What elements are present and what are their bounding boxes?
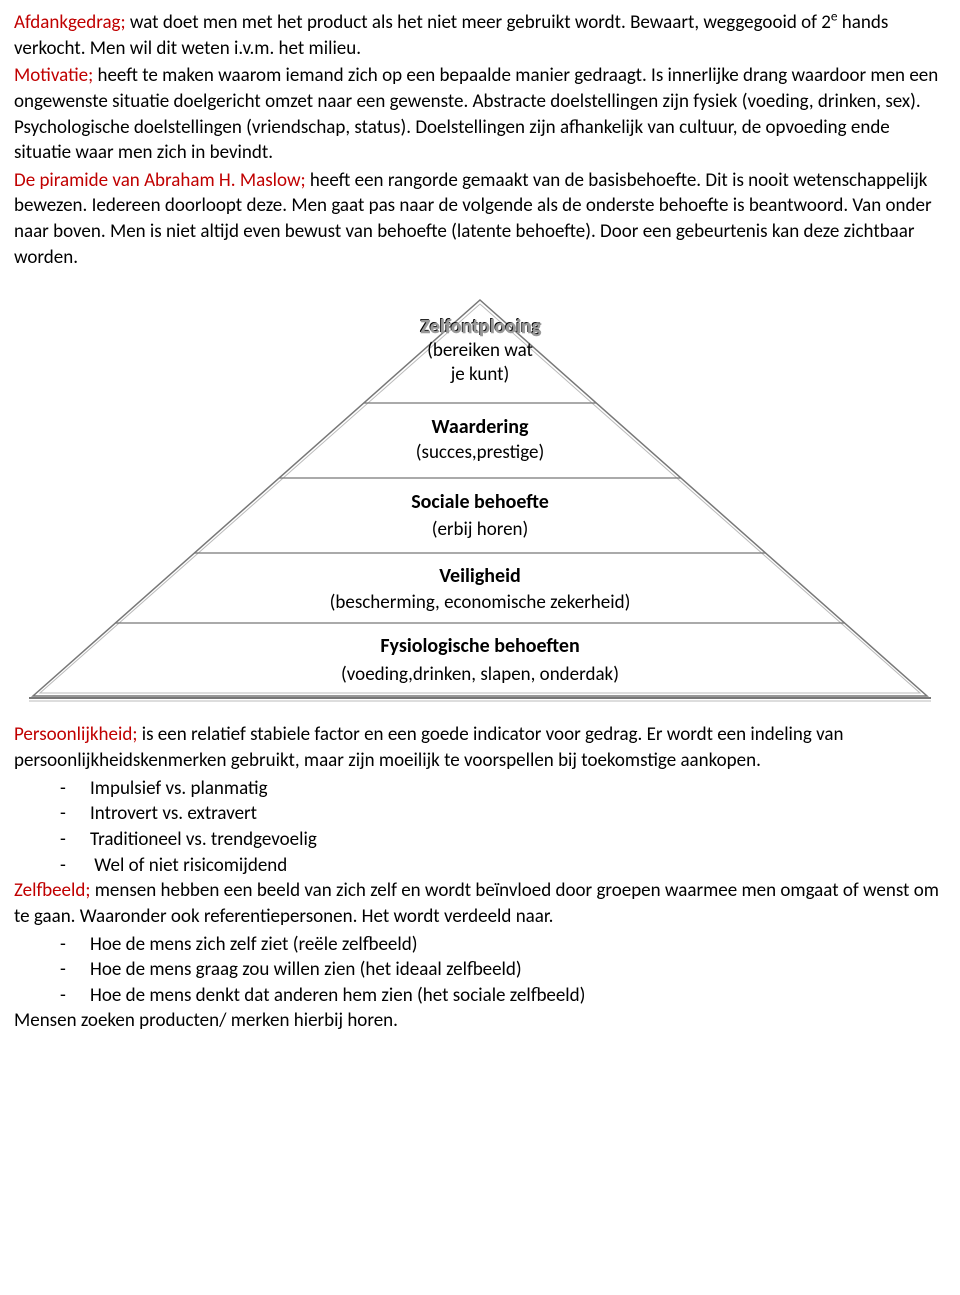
zelfbeeld-list: Hoe de mens zich zelf ziet (reële zelfbe… [60, 932, 946, 1009]
pyramid-l3-sub1: (erbij horen) [432, 518, 529, 541]
list-item: Hoe de mens denkt dat anderen hem zien (… [60, 983, 946, 1009]
paragraph-zelfbeeld: Zelfbeeld; mensen hebben een beeld van z… [14, 878, 946, 929]
pyramid-svg: Zelfontplooing Zelfontplooing (bereiken … [25, 288, 935, 708]
list-item: Hoe de mens graag zou willen zien (het i… [60, 957, 946, 983]
text: wat doet men met het product als het nie… [126, 11, 831, 34]
list-item: Hoe de mens zich zelf ziet (reële zelfbe… [60, 932, 946, 958]
pyramid-l1-sub1: (bereiken wat [427, 339, 533, 362]
pyramid-l2-sub1: (succes,prestige) [416, 441, 544, 464]
keyword-motivatie: Motivatie; [14, 64, 93, 87]
paragraph-afdankgedrag: Afdankgedrag; wat doet men met het produ… [14, 10, 946, 61]
pyramid-l4-sub1: (bescherming, economische zekerheid) [330, 591, 631, 614]
pyramid-l1-title-shadow: Zelfontplooing [421, 315, 542, 339]
list-item: Wel of niet risicomijdend [60, 853, 946, 879]
keyword-zelfbeeld: Zelfbeeld; [14, 879, 90, 902]
list-item: Introvert vs. extravert [60, 801, 946, 827]
text: is een relatief stabiele factor en een g… [14, 723, 844, 772]
keyword-afdankgedrag: Afdankgedrag; [14, 11, 126, 34]
pyramid-l5-sub1: (voeding,drinken, slapen, onderdak) [341, 663, 619, 686]
keyword-persoonlijkheid: Persoonlijkheid; [14, 723, 137, 746]
list-item: Impulsief vs. planmatig [60, 776, 946, 802]
pyramid-l5-title: Fysiologische behoeften [380, 634, 579, 658]
keyword-maslow: De piramide van Abraham H. Maslow; [14, 169, 306, 192]
paragraph-maslow: De piramide van Abraham H. Maslow; heeft… [14, 168, 946, 271]
paragraph-motivatie: Motivatie; heeft te maken waarom iemand … [14, 63, 946, 166]
paragraph-persoonlijkheid: Persoonlijkheid; is een relatief stabiel… [14, 722, 946, 773]
persoonlijkheid-list: Impulsief vs. planmatig Introvert vs. ex… [60, 776, 946, 879]
paragraph-closing: Mensen zoeken producten/ merken hierbij … [14, 1008, 946, 1034]
pyramid-l3-title: Sociale behoefte [411, 490, 549, 514]
text: heeft te maken waarom iemand zich op een… [14, 64, 938, 164]
text: mensen hebben een beeld van zich zelf en… [14, 879, 939, 928]
maslow-pyramid: Zelfontplooing Zelfontplooing (bereiken … [14, 288, 946, 708]
pyramid-l4-title: Veiligheid [439, 564, 521, 588]
list-item: Traditioneel vs. trendgevoelig [60, 827, 946, 853]
pyramid-l1-sub2: je kunt) [450, 363, 510, 386]
pyramid-l2-title: Waardering [431, 415, 529, 439]
